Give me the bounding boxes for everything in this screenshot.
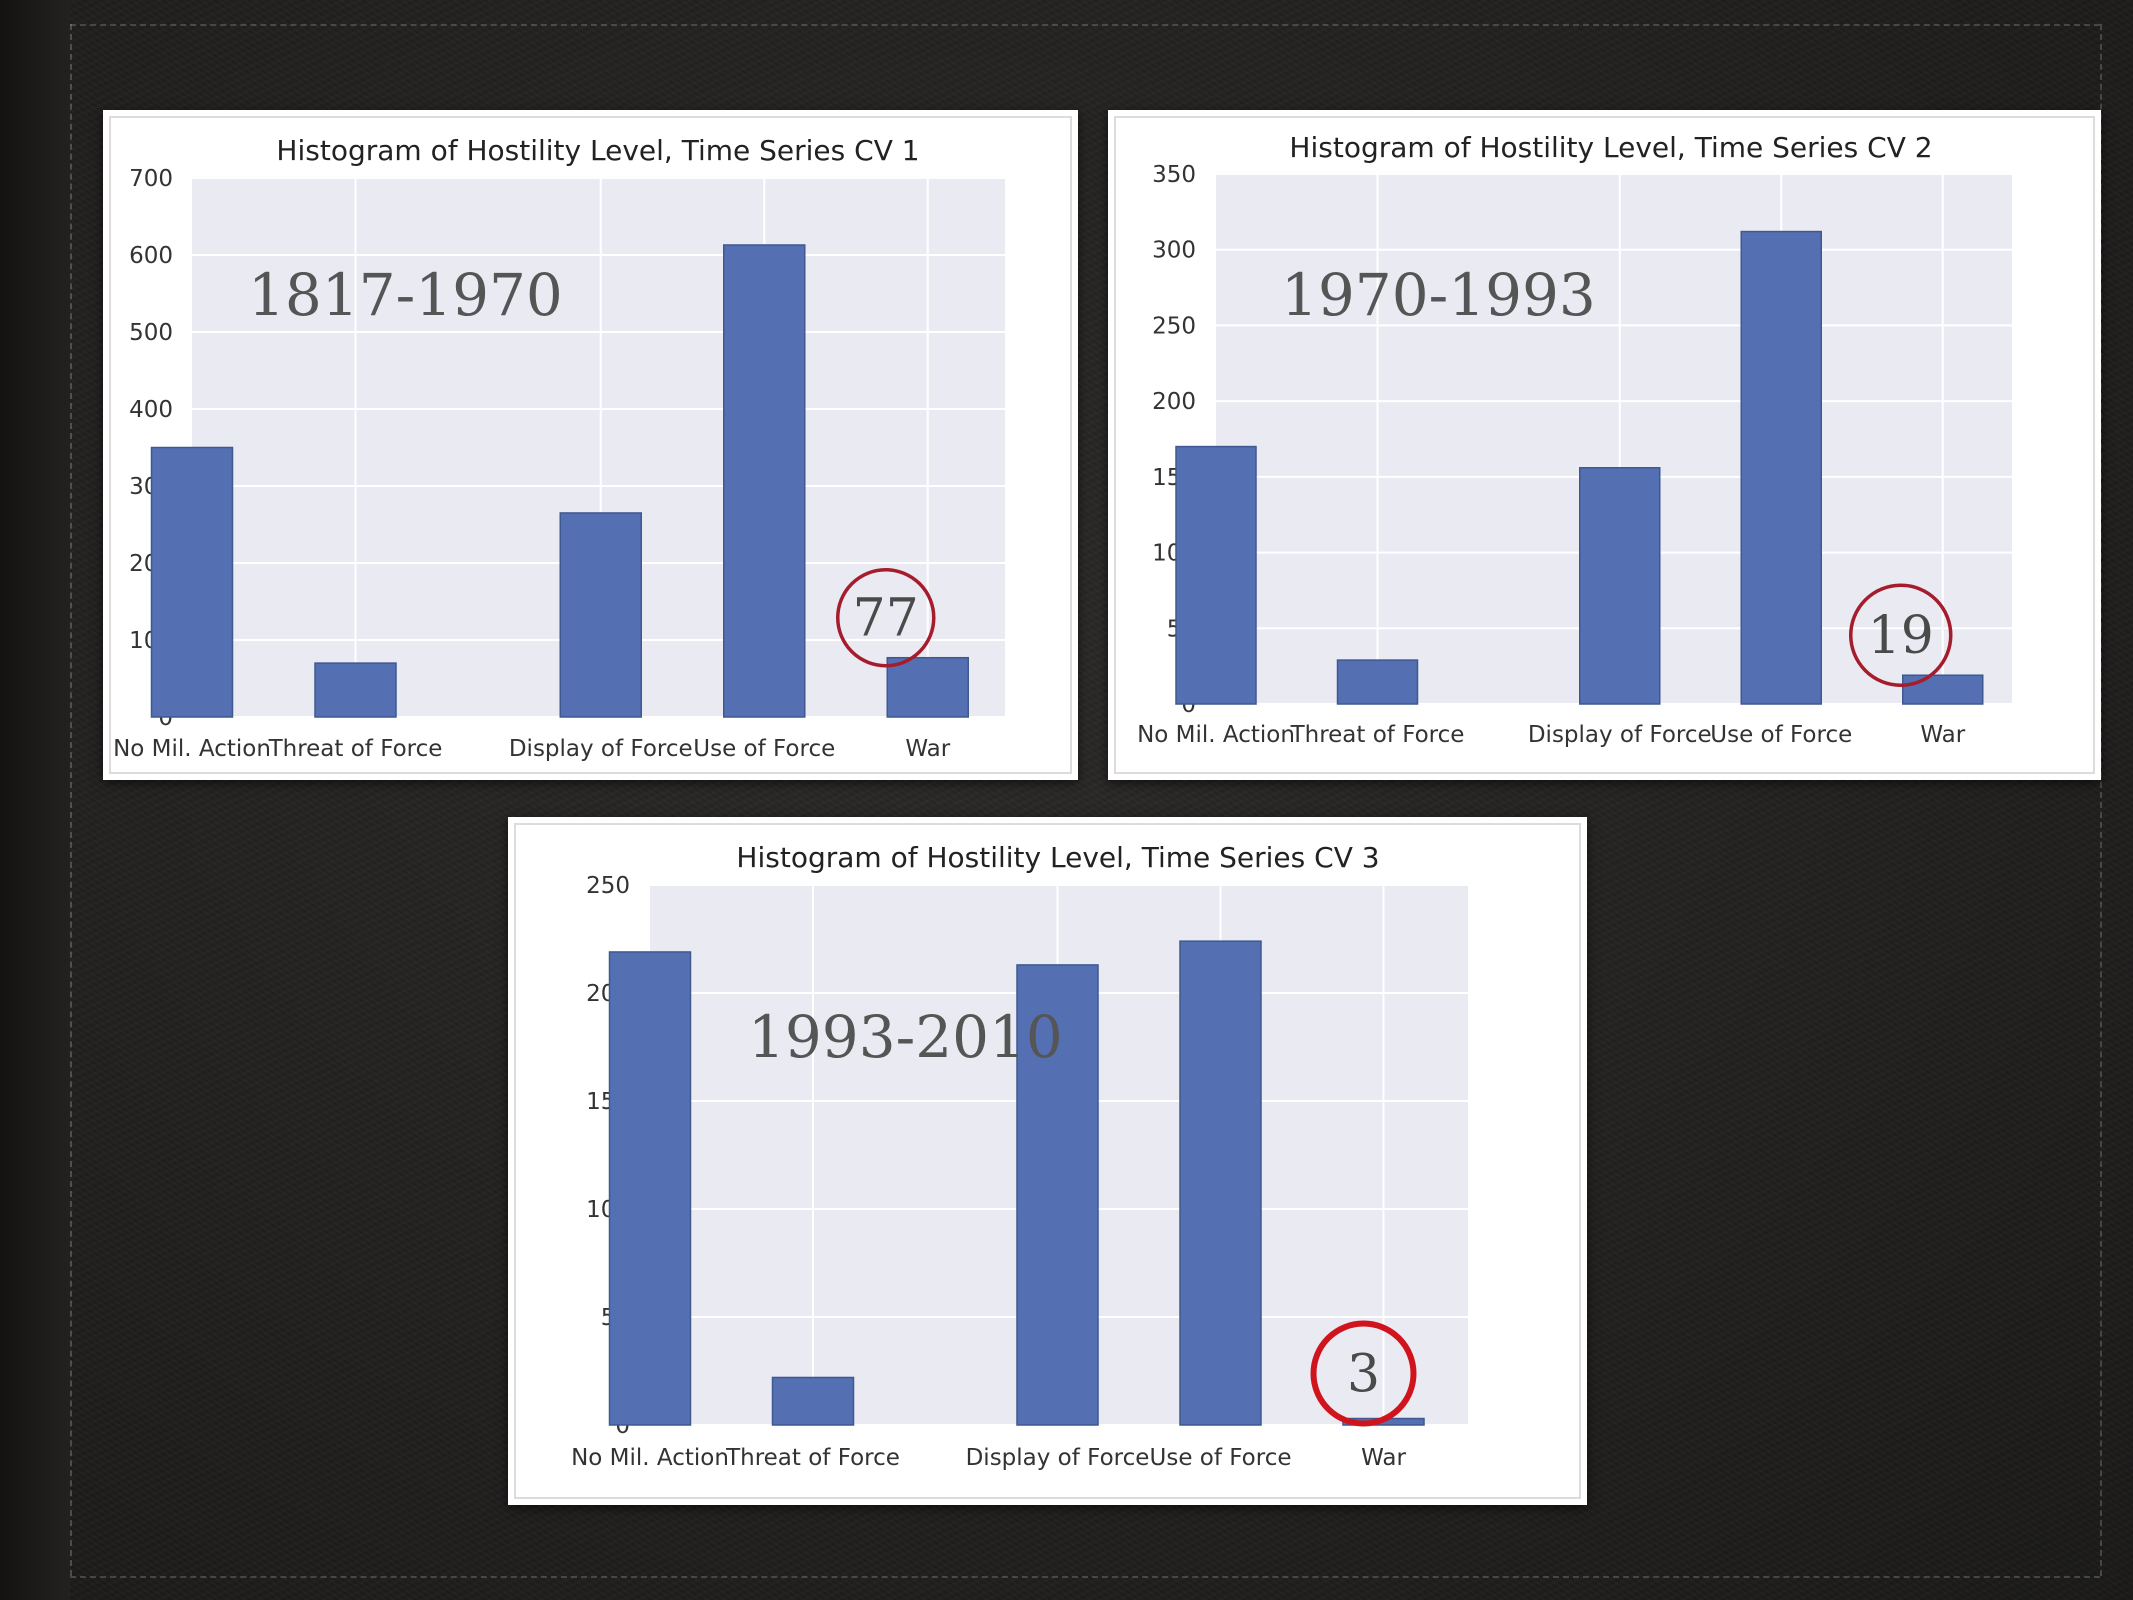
bar-no-mil-action: [608, 951, 692, 1426]
bar-display-of-force: [1579, 467, 1661, 705]
bar-use-of-force: [723, 244, 806, 718]
x-tick-label: War: [1920, 722, 1965, 748]
x-tick-label: Display of Force: [1528, 722, 1712, 748]
bar-threat-of-force: [1336, 659, 1419, 705]
stitching-left: [70, 24, 72, 1576]
bar-threat-of-force: [771, 1376, 855, 1426]
chart-cv1: 0100200300400500600700No Mil. ActionThre…: [113, 134, 1005, 762]
y-tick-label: 300: [1152, 238, 1196, 264]
x-tick-label: War: [905, 736, 950, 762]
period-annotation: 1817-1970: [248, 261, 563, 329]
stitching-right: [2100, 24, 2102, 1576]
panel-frame: [109, 116, 1072, 774]
x-tick-label: Use of Force: [693, 736, 835, 762]
book-spine: [0, 0, 70, 1600]
x-tick-label: Threat of Force: [725, 1445, 900, 1471]
period-annotation: 1970-1993: [1281, 261, 1596, 329]
chart-title: Histogram of Hostility Level, Time Serie…: [736, 841, 1379, 874]
chart-title: Histogram of Hostility Level, Time Serie…: [276, 134, 919, 167]
y-tick-label: 600: [129, 243, 173, 269]
highlight-value-label: 19: [1868, 606, 1934, 666]
bar-war: [1902, 674, 1984, 705]
y-tick-label: 500: [129, 320, 173, 346]
highlight-value-label: 77: [853, 589, 919, 649]
chart-panel-cv2: 050100150200250300350No Mil. ActionThrea…: [1108, 110, 2101, 780]
highlight-circle: [836, 567, 936, 668]
panel-frame: [514, 823, 1581, 1499]
x-tick-label: Display of Force: [966, 1445, 1150, 1471]
y-tick-label: 700: [129, 166, 173, 192]
y-tick-label: 250: [1152, 313, 1196, 339]
period-annotation: 1993-2010: [748, 1003, 1063, 1071]
x-tick-label: Use of Force: [1150, 1445, 1292, 1471]
chart-cv2: 050100150200250300350No Mil. ActionThrea…: [1137, 131, 2012, 748]
x-tick-label: Display of Force: [509, 736, 693, 762]
bar-display-of-force: [559, 512, 642, 718]
x-tick-label: War: [1361, 1445, 1406, 1471]
stitching-bottom: [70, 1576, 2100, 1578]
bar-use-of-force: [1740, 230, 1822, 705]
x-tick-label: No Mil. Action: [1137, 722, 1295, 748]
y-tick-label: 400: [129, 397, 173, 423]
stitching-top: [70, 24, 2100, 26]
highlight-circle: [1849, 583, 1953, 687]
y-tick-label: 200: [1152, 389, 1196, 415]
chart-title: Histogram of Hostility Level, Time Serie…: [1289, 131, 1932, 164]
bar-war: [886, 656, 969, 718]
bar-use-of-force: [1179, 940, 1262, 1426]
bar-threat-of-force: [314, 662, 397, 718]
bar-no-mil-action: [1175, 445, 1257, 705]
panel-frame: [1114, 116, 2095, 774]
y-tick-label: 350: [1152, 162, 1196, 188]
x-tick-label: Threat of Force: [268, 736, 443, 762]
highlight-circle: [1310, 1320, 1417, 1427]
chart-panel-cv1: 0100200300400500600700No Mil. ActionThre…: [103, 110, 1078, 780]
x-tick-label: Threat of Force: [1290, 722, 1465, 748]
x-tick-label: No Mil. Action: [113, 736, 271, 762]
bar-no-mil-action: [150, 446, 234, 718]
highlight-value-label: 3: [1347, 1345, 1380, 1405]
bar-display-of-force: [1016, 964, 1099, 1426]
y-tick-label: 250: [586, 873, 630, 899]
x-tick-label: No Mil. Action: [571, 1445, 729, 1471]
x-tick-label: Use of Force: [1710, 722, 1852, 748]
